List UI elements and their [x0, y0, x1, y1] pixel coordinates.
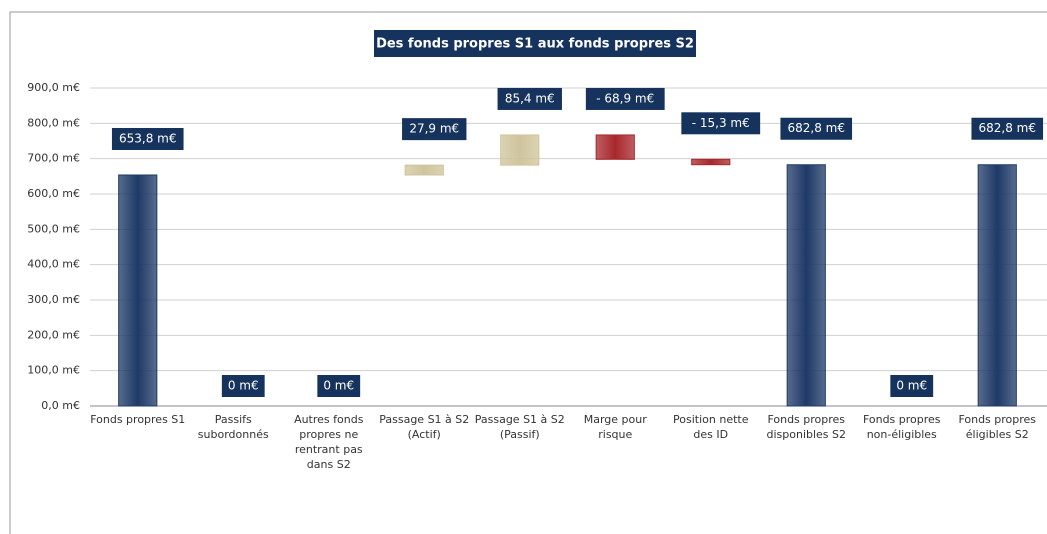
bar: [977, 164, 1017, 407]
x-tick-label: Fonds propres disponibles S2: [766, 413, 847, 441]
y-tick-label: 0,0 m€: [41, 399, 80, 412]
value-label: 653,8 m€: [119, 131, 177, 145]
value-label-box: [780, 117, 853, 140]
value-label: 0 m€: [323, 379, 354, 393]
value-label-box: [585, 87, 665, 110]
x-tick-label-box: Autres fonds propres ne rentrant pas dan…: [294, 413, 364, 471]
x-tick-label-box: Fonds propres éligibles S2: [958, 413, 1037, 441]
chart-title: Des fonds propres S1 aux fonds propres S…: [376, 37, 694, 52]
value-label: 682,8 m€: [979, 121, 1037, 135]
x-tick-label: Position nette des ID: [673, 413, 749, 441]
x-tick-label-box: Marge pour risque: [583, 413, 647, 441]
y-tick-label: 700,0 m€: [27, 152, 80, 165]
x-tick-label: Passage S1 à S2 (Actif): [379, 413, 470, 441]
value-label: 27,9 m€: [409, 122, 459, 136]
x-tick-label-box: Fonds propres non-éligibles: [862, 413, 941, 441]
y-tick-label: 800,0 m€: [27, 116, 80, 129]
x-tick-label-box: Passage S1 à S2 (Actif): [379, 413, 470, 441]
title-box: [374, 30, 696, 57]
value-label: - 15,3 m€: [692, 116, 750, 130]
x-tick-label: Fonds propres non-éligibles: [862, 413, 941, 441]
value-label-box: [890, 375, 934, 397]
y-tick-label: 300,0 m€: [27, 293, 80, 306]
value-label-box: [402, 118, 467, 141]
x-tick-label-box: Position nette des ID: [673, 413, 749, 441]
bar: [500, 134, 540, 166]
bar: [404, 164, 444, 176]
value-label-box: [221, 375, 265, 397]
y-tick-label: 600,0 m€: [27, 187, 80, 200]
value-label-box: [681, 112, 761, 135]
value-label: 85,4 m€: [505, 91, 555, 105]
y-tick-label: 400,0 m€: [27, 258, 80, 271]
bar: [595, 134, 635, 160]
value-label: 682,8 m€: [788, 121, 846, 135]
x-tick-label: Passifs subordonnés: [197, 413, 269, 441]
value-label-box: [497, 87, 562, 110]
value-label: 0 m€: [228, 379, 259, 393]
value-label: - 68,9 m€: [596, 91, 654, 105]
x-tick-label-box: Passage S1 à S2 (Passif): [474, 413, 565, 441]
value-label-box: [971, 117, 1044, 140]
value-label-box: [111, 127, 184, 150]
bar: [118, 174, 158, 407]
x-tick-label: Autres fonds propres ne rentrant pas dan…: [294, 413, 364, 471]
x-tick-label-box: Passifs subordonnés: [197, 413, 269, 441]
x-tick-label: Passage S1 à S2 (Passif): [474, 413, 565, 441]
bar: [691, 158, 731, 166]
x-tick-label: Fonds propres S1: [90, 413, 186, 426]
value-label-box: [317, 375, 361, 397]
y-tick-label: 200,0 m€: [27, 328, 80, 341]
value-label: 0 m€: [896, 379, 927, 393]
x-tick-label: Fonds propres éligibles S2: [958, 413, 1037, 441]
y-tick-label: 900,0 m€: [27, 81, 80, 94]
bar: [786, 164, 826, 407]
x-tick-label-box: Fonds propres S1: [90, 413, 186, 426]
x-tick-label-box: Fonds propres disponibles S2: [766, 413, 847, 441]
y-tick-label: 500,0 m€: [27, 222, 80, 235]
x-tick-label: Marge pour risque: [583, 413, 647, 441]
y-tick-label: 100,0 m€: [27, 364, 80, 377]
